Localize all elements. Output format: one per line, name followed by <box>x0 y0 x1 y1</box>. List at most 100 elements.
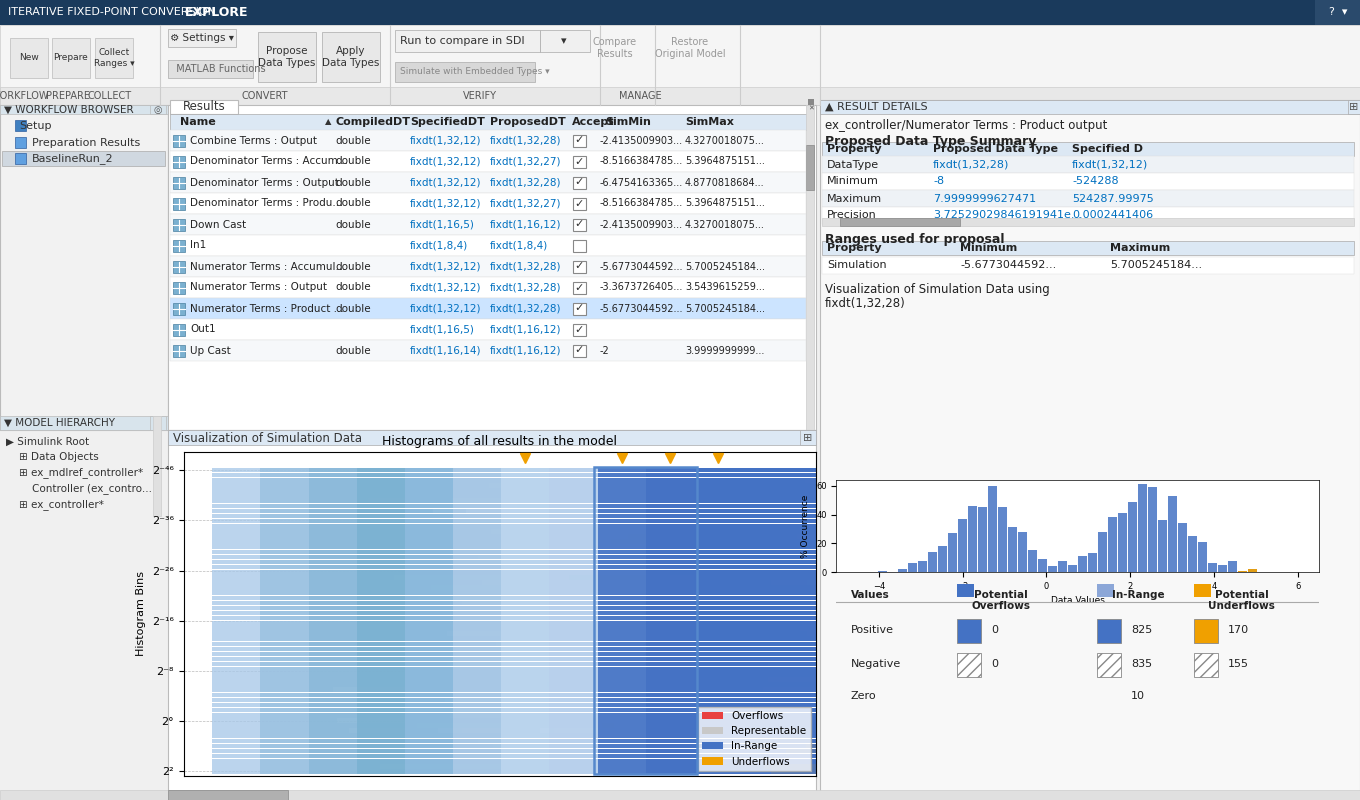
Bar <box>356 539 772 544</box>
Bar <box>800 430 816 445</box>
Bar <box>502 657 734 662</box>
Bar <box>261 514 586 518</box>
Bar <box>646 662 768 666</box>
Text: ex_controller/Numerator Terms : Product output: ex_controller/Numerator Terms : Product … <box>826 118 1107 131</box>
Bar <box>646 657 845 662</box>
Bar <box>646 601 1010 605</box>
Bar <box>549 657 836 662</box>
Text: fixdt(1,32,12): fixdt(1,32,12) <box>1072 159 1148 170</box>
Text: Compare
Results: Compare Results <box>593 37 636 58</box>
Bar <box>356 723 677 728</box>
Bar <box>846 759 938 763</box>
Bar <box>212 498 369 503</box>
Bar <box>212 713 573 718</box>
Bar <box>261 575 394 580</box>
Bar <box>170 172 806 193</box>
Bar <box>694 759 908 763</box>
Text: fixdt(1,32,28): fixdt(1,32,28) <box>826 297 906 310</box>
Bar <box>694 539 826 544</box>
Bar <box>694 708 827 713</box>
Bar <box>549 575 1134 580</box>
Bar <box>261 693 707 697</box>
Bar <box>261 606 872 610</box>
Bar <box>212 488 521 493</box>
Bar <box>1118 513 1127 572</box>
Bar <box>356 488 518 493</box>
Text: ✓: ✓ <box>574 325 583 334</box>
Bar <box>549 723 945 728</box>
Bar <box>356 718 642 722</box>
Text: 3.5439615259...: 3.5439615259... <box>685 282 764 293</box>
Bar <box>694 498 1153 503</box>
Bar <box>15 153 26 164</box>
Bar <box>261 652 741 656</box>
Bar <box>309 759 522 763</box>
Bar <box>212 529 477 534</box>
Bar <box>309 539 828 544</box>
Bar <box>356 657 813 662</box>
Bar <box>356 590 741 595</box>
Bar <box>10 38 48 78</box>
Bar <box>646 519 902 523</box>
Bar <box>356 514 972 518</box>
Text: ✓: ✓ <box>574 346 583 355</box>
Bar <box>453 723 602 728</box>
Bar <box>597 728 747 733</box>
Bar <box>169 29 237 47</box>
Bar <box>698 754 744 758</box>
Bar <box>821 218 1355 226</box>
Bar <box>212 616 861 621</box>
Bar <box>597 698 835 702</box>
Bar <box>597 483 1093 488</box>
Text: ▼ WORKFLOW BROWSER: ▼ WORKFLOW BROWSER <box>4 105 133 115</box>
Bar <box>502 616 1000 621</box>
Bar <box>959 519 967 572</box>
Bar <box>549 494 865 498</box>
Bar <box>405 713 725 718</box>
Bar <box>309 734 734 738</box>
Bar <box>453 678 840 682</box>
Bar <box>597 488 894 493</box>
Bar <box>573 323 586 335</box>
Bar <box>646 616 766 621</box>
Bar <box>694 616 1255 621</box>
Bar <box>786 749 850 754</box>
Bar <box>847 723 953 728</box>
Bar <box>502 498 978 503</box>
Text: Accept: Accept <box>573 117 615 127</box>
Bar <box>261 539 786 544</box>
Text: Denominator Terms : Output: Denominator Terms : Output <box>190 178 339 187</box>
Text: double: double <box>335 262 371 271</box>
Text: New: New <box>19 54 39 62</box>
Text: 0: 0 <box>991 659 998 669</box>
Bar <box>212 672 549 677</box>
Bar <box>1219 565 1227 572</box>
Bar <box>212 545 574 549</box>
Bar <box>356 545 695 549</box>
Bar <box>1049 566 1057 572</box>
Text: Propose
Data Types: Propose Data Types <box>258 46 316 68</box>
Text: Down Cast: Down Cast <box>190 219 246 230</box>
Bar <box>453 749 911 754</box>
Text: fixdt(1,32,12): fixdt(1,32,12) <box>409 178 481 187</box>
Bar <box>908 759 1058 763</box>
Bar <box>597 662 879 666</box>
Bar <box>261 667 669 671</box>
Bar <box>261 738 477 743</box>
Text: ▾: ▾ <box>562 36 567 46</box>
Bar <box>549 560 684 564</box>
Bar <box>405 509 680 514</box>
Bar <box>502 652 874 656</box>
Bar <box>646 534 797 538</box>
Bar <box>309 575 662 580</box>
Bar <box>549 713 1080 718</box>
Bar <box>261 616 813 621</box>
Bar <box>309 667 581 671</box>
Text: ⊞ ex_mdlref_controller*: ⊞ ex_mdlref_controller* <box>5 467 143 478</box>
Text: Apply
Data Types: Apply Data Types <box>322 46 379 68</box>
Bar <box>258 32 316 82</box>
Bar <box>170 235 806 256</box>
Text: fixdt(1,32,12): fixdt(1,32,12) <box>409 198 481 209</box>
Bar <box>309 483 488 488</box>
Bar <box>356 473 775 478</box>
